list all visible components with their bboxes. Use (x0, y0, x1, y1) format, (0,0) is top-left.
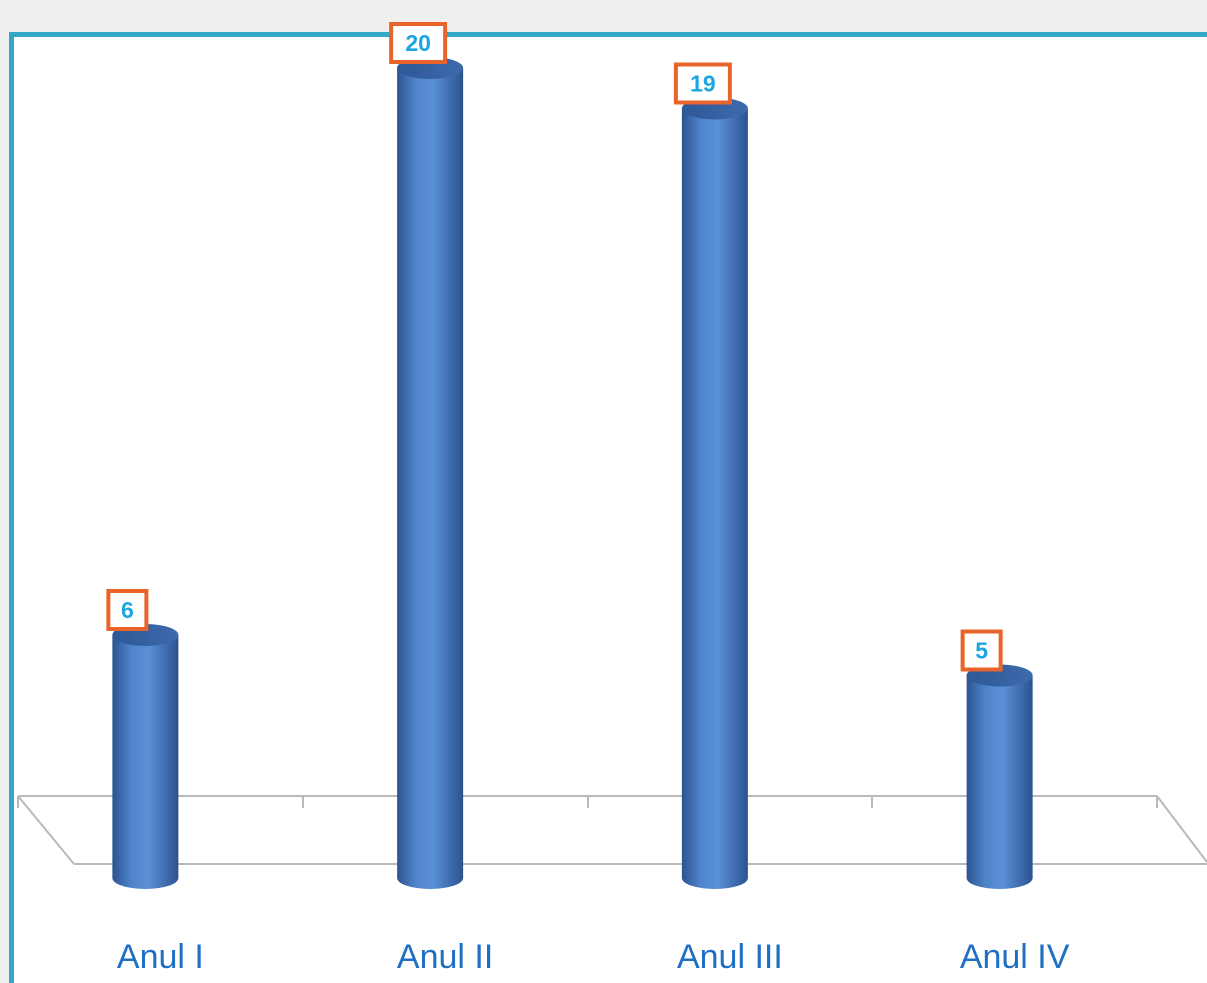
value-label-text: 20 (405, 30, 431, 56)
value-label-text: 5 (975, 638, 988, 664)
value-labels-layer: 6 20 19 5 (106, 22, 1003, 672)
category-label-1: Anul I (117, 938, 204, 976)
bar-1 (112, 624, 179, 889)
bar-body (397, 68, 464, 889)
value-label-box (389, 22, 448, 64)
bar-body (112, 635, 179, 889)
value-label-box (673, 62, 732, 105)
bar-3 (681, 97, 748, 889)
bar-body (681, 108, 748, 889)
value-label-2: 20 (389, 22, 448, 64)
value-label-text: 19 (690, 71, 716, 97)
category-label-4: Anul IV (960, 938, 1070, 976)
value-label-text: 6 (121, 597, 134, 623)
value-label-1: 6 (106, 589, 149, 631)
bars-layer (112, 57, 1033, 889)
category-label-2: Anul II (397, 938, 493, 976)
value-label-box (960, 629, 1003, 672)
bar-body (966, 675, 1033, 889)
category-labels-layer: Anul I Anul II Anul III Anul IV (117, 938, 1070, 976)
value-label-4: 5 (960, 629, 1003, 672)
bar-4 (966, 664, 1033, 889)
value-label-box (106, 589, 149, 631)
value-label-3: 19 (673, 62, 732, 105)
bar-2 (397, 57, 464, 889)
category-label-3: Anul III (677, 938, 783, 976)
